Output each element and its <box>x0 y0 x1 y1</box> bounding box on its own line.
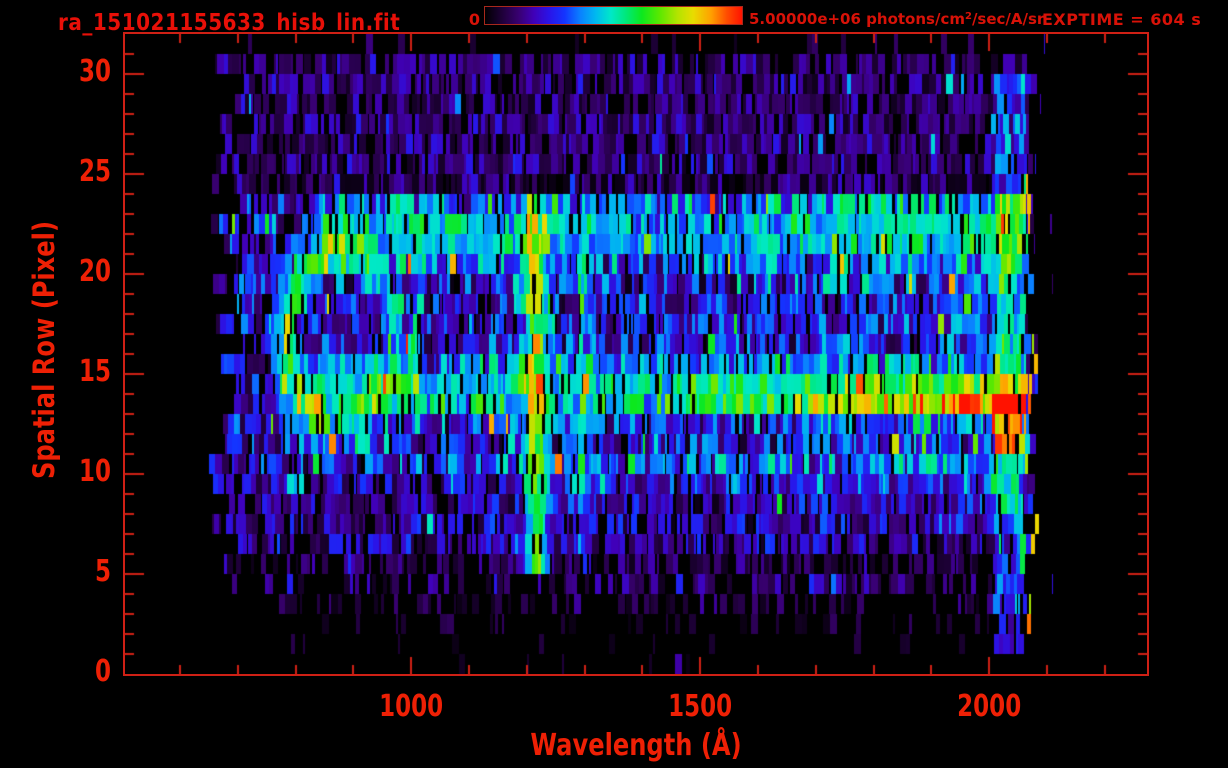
x-tick-label: 1500 <box>668 690 733 724</box>
file-title: ra_151021155633_hisb_lin.fit <box>58 8 401 36</box>
y-tick-label: 15 <box>78 355 111 389</box>
x-tick-label: 1000 <box>379 690 444 724</box>
x-tick-label: 2000 <box>957 690 1022 724</box>
spectrogram-canvas <box>123 32 1149 676</box>
y-tick-label: 30 <box>78 55 111 89</box>
colorbar-min-label: 0 <box>468 10 480 29</box>
colorbar-unit-suffix: /sec/A/sr <box>971 10 1045 28</box>
y-tick-label: 10 <box>78 455 111 489</box>
colorbar <box>484 6 743 25</box>
exptime-label: EXPTIME = 604 s <box>1042 10 1202 29</box>
colorbar-unit-superscript: 2 <box>964 11 972 22</box>
x-axis-label: Wavelength (Å) <box>530 729 742 763</box>
y-tick-label: 25 <box>78 155 111 189</box>
colorbar-max-label: 5.00000e+06 photons/cm2/sec/A/sr <box>749 10 1044 28</box>
y-tick-label: 0 <box>94 655 111 689</box>
colorbar-max-value: 5.00000e+06 photons/cm <box>749 10 965 28</box>
y-tick-label: 5 <box>94 555 111 589</box>
y-tick-label: 20 <box>78 255 111 289</box>
y-axis-label: Spatial Row (Pixel) <box>27 221 61 479</box>
